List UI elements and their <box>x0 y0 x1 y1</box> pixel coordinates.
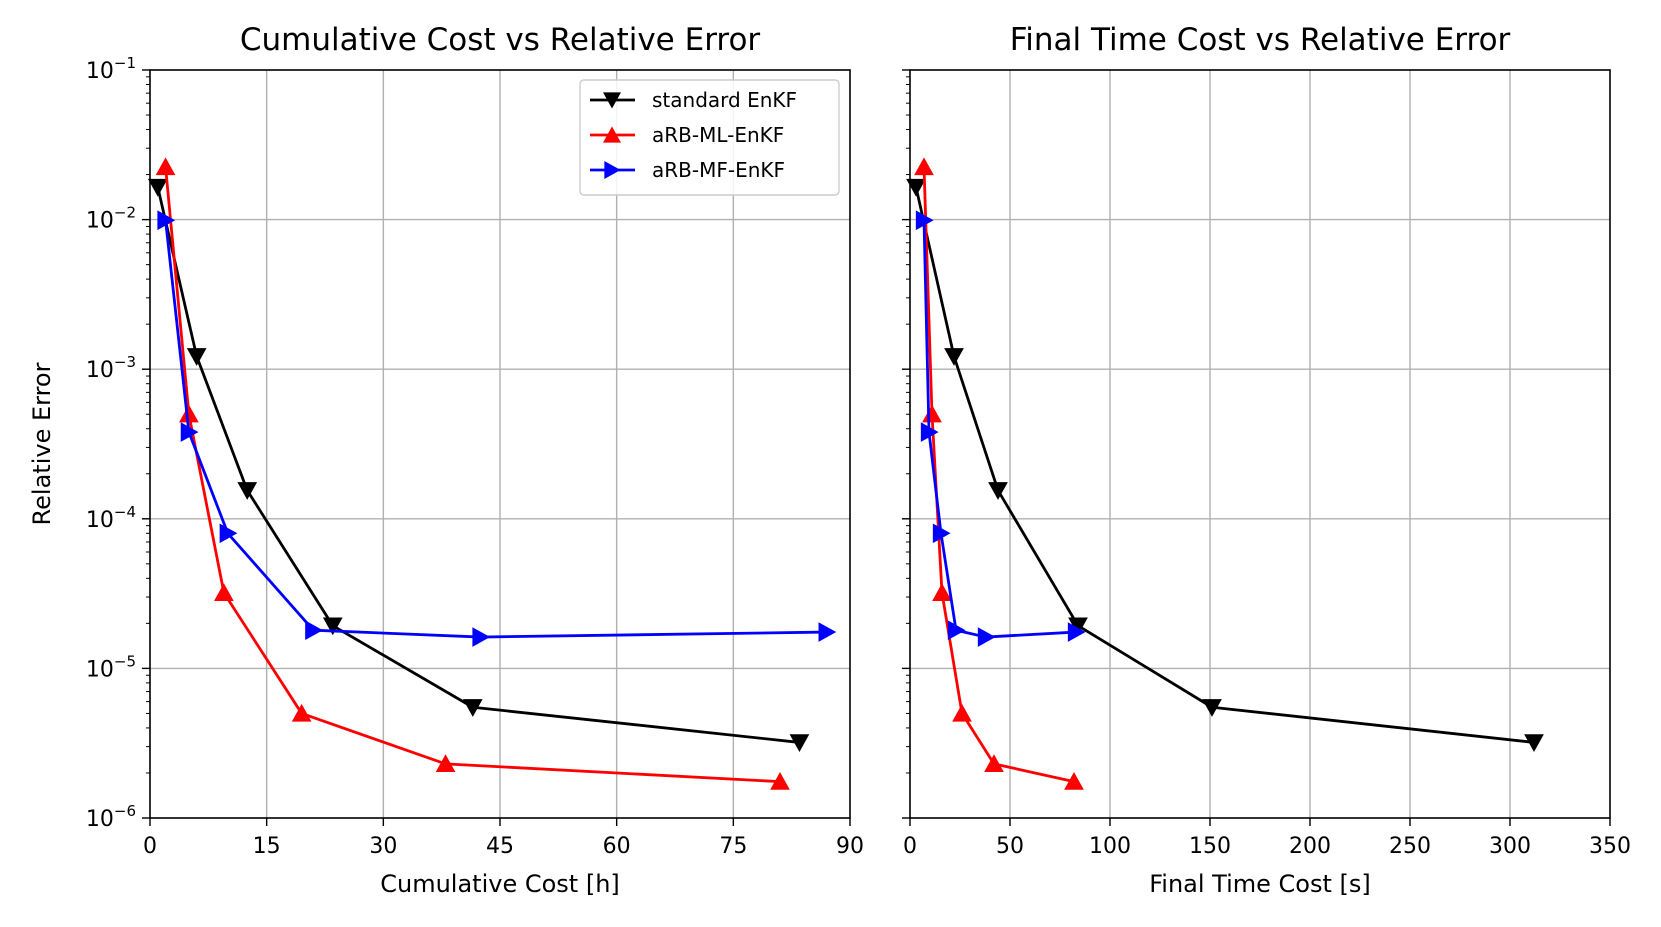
chart-title-cumulative: Cumulative Cost vs Relative Error <box>240 22 761 58</box>
series-line-arb-ml-enkf <box>922 166 1075 784</box>
data-point <box>932 523 951 544</box>
grid-lines <box>910 70 1610 818</box>
data-point <box>322 617 343 636</box>
x-tick-label: 350 <box>1589 834 1631 859</box>
data-point <box>435 754 456 773</box>
chart-title-final-time: Final Time Cost vs Relative Error <box>1010 22 1511 58</box>
series-group <box>906 157 1544 790</box>
data-point <box>1064 772 1084 790</box>
data-point <box>952 703 972 722</box>
y-tick-label: 10−5 <box>86 652 136 682</box>
data-point <box>186 348 207 366</box>
data-point <box>914 157 934 176</box>
y-tick-label: 10−2 <box>86 204 136 234</box>
x-tick-label: 90 <box>836 834 864 859</box>
legend-marker <box>604 161 621 179</box>
legend-marker <box>603 126 621 143</box>
series-group <box>147 157 837 790</box>
data-point <box>947 620 966 641</box>
data-point <box>237 482 258 500</box>
data-point <box>472 627 491 647</box>
x-tick-label: 150 <box>1189 834 1231 859</box>
series-line-standard-enkf <box>914 186 1535 744</box>
x-tick-label: 0 <box>903 834 917 859</box>
data-point <box>305 620 323 641</box>
data-point <box>944 348 964 366</box>
data-point <box>157 210 176 231</box>
final-time-cost-chart: Final Time Cost vs Relative Error 0 50 100… <box>902 22 1631 898</box>
data-point <box>1524 734 1544 753</box>
data-point <box>219 523 238 544</box>
y-tick-label: 10−6 <box>86 802 136 832</box>
legend-marker <box>603 92 621 109</box>
x-tick-label: 0 <box>143 834 157 859</box>
x-tick-label: 30 <box>369 834 397 859</box>
axis-ticks: 0 50 100 150 200 250 300 350 <box>902 69 1631 859</box>
data-point <box>155 157 176 176</box>
data-point <box>789 734 810 753</box>
y-tick-label: 10−1 <box>86 54 136 84</box>
data-point <box>984 754 1004 773</box>
y-axis-label: Relative Error <box>28 362 56 525</box>
x-tick-label: 60 <box>603 834 631 859</box>
data-point <box>920 422 939 442</box>
data-point <box>1202 699 1222 717</box>
series-line-standard-enkf <box>156 186 800 744</box>
x-tick-label: 300 <box>1489 834 1531 859</box>
legend-box <box>579 79 840 196</box>
data-point <box>915 210 934 231</box>
data-point <box>462 699 483 717</box>
axis-ticks: 0 15 30 45 60 75 90 10−6 10−5 10−4 10−3 10−2 10−1 <box>86 54 864 859</box>
data-point <box>291 703 312 722</box>
y-tick-label: 10−3 <box>86 353 136 383</box>
x-tick-label: 250 <box>1389 834 1431 859</box>
data-point <box>977 627 996 647</box>
x-tick-label: 200 <box>1289 834 1331 859</box>
data-point <box>818 622 837 642</box>
x-tick-label: 100 <box>1089 834 1131 859</box>
legend-label: aRB-MF-EnKF <box>652 158 785 182</box>
data-point <box>770 772 790 790</box>
data-point <box>922 404 942 423</box>
plot-frame <box>909 69 1611 819</box>
x-tick-label: 15 <box>253 834 281 859</box>
x-axis-label: Cumulative Cost [h] <box>380 870 620 898</box>
series-line-arb-mf-enkf <box>922 220 1077 639</box>
y-tick-label: 10−4 <box>86 503 136 533</box>
data-point <box>214 583 234 601</box>
series-line-arb-mf-enkf <box>164 220 827 639</box>
data-point <box>906 178 926 197</box>
legend-label: standard EnKF <box>652 88 797 112</box>
data-point <box>932 583 952 601</box>
series-line-arb-ml-enkf <box>164 166 781 784</box>
x-tick-label: 75 <box>719 834 747 859</box>
data-point <box>988 482 1008 500</box>
x-tick-label: 45 <box>486 834 514 859</box>
x-axis-label: Final Time Cost [s] <box>1149 870 1371 898</box>
cumulative-cost-chart: Cumulative Cost vs Relative Error 0 15 30 4… <box>28 22 864 898</box>
data-point <box>147 178 168 197</box>
x-tick-label: 50 <box>996 834 1024 859</box>
legend-label: aRB-ML-EnKF <box>652 123 784 147</box>
legend: standard EnKF aRB-ML-EnKF aRB-MF-EnKF <box>579 79 840 196</box>
data-point <box>180 422 199 442</box>
data-point <box>1067 622 1086 642</box>
